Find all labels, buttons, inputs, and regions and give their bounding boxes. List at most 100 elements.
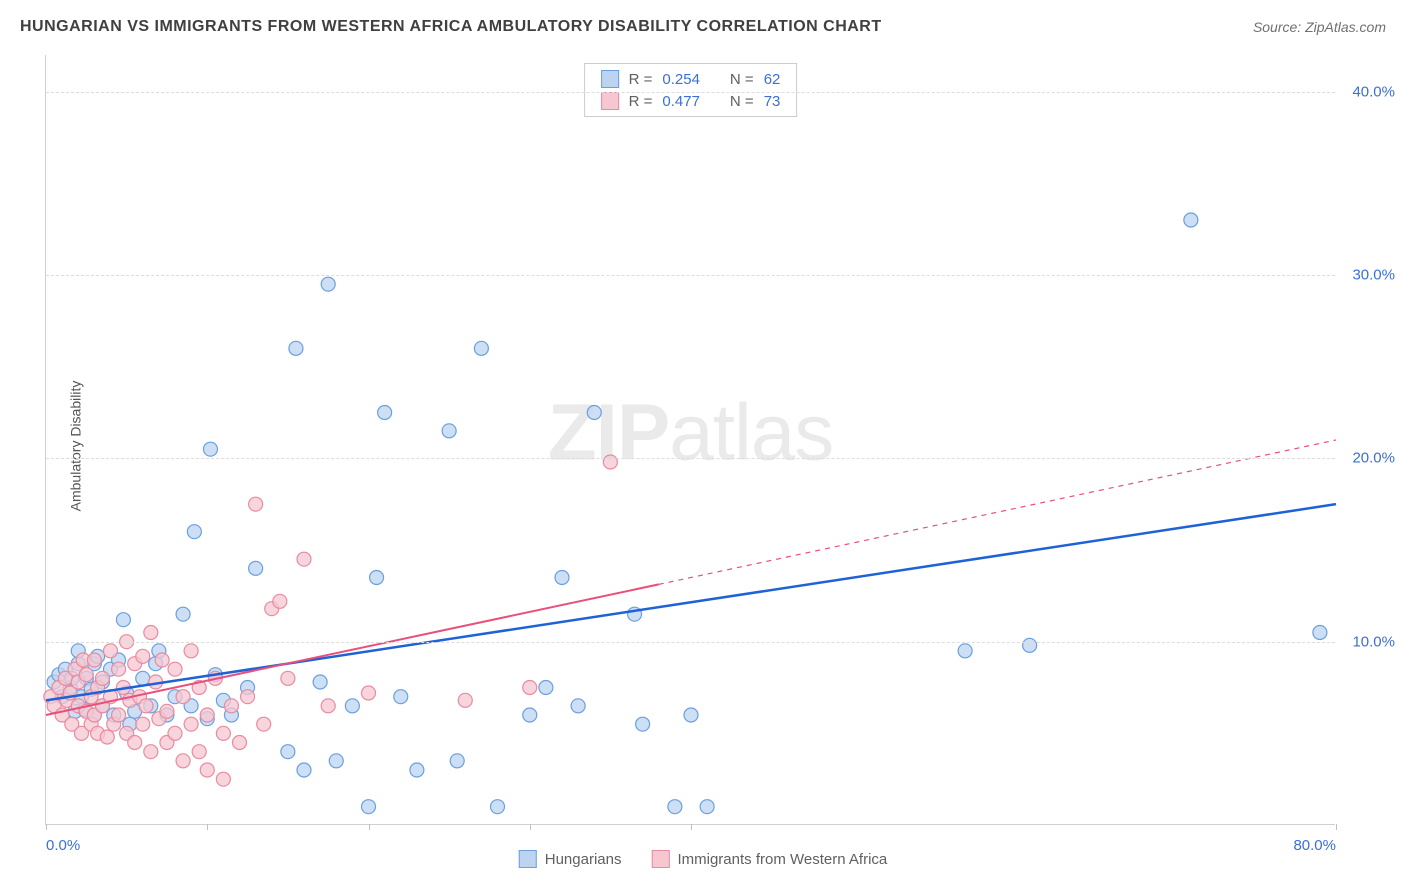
scatter-point [523, 708, 537, 722]
r-value: 0.477 [662, 93, 700, 110]
scatter-point [187, 525, 201, 539]
scatter-point [958, 644, 972, 658]
scatter-point [249, 497, 263, 511]
scatter-point [144, 626, 158, 640]
y-tick-label: 30.0% [1340, 267, 1395, 284]
scatter-point [273, 594, 287, 608]
scatter-point [539, 681, 553, 695]
scatter-point [216, 772, 230, 786]
scatter-point [297, 763, 311, 777]
scatter-point [281, 745, 295, 759]
scatter-point [281, 671, 295, 685]
scatter-point [136, 717, 150, 731]
scatter-point [362, 800, 376, 814]
scatter-point [345, 699, 359, 713]
scatter-point [329, 754, 343, 768]
x-tick [46, 824, 47, 830]
scatter-point [523, 681, 537, 695]
scatter-point [474, 341, 488, 355]
n-label: N = [730, 93, 754, 110]
y-tick-label: 10.0% [1340, 633, 1395, 650]
scatter-point [224, 699, 238, 713]
legend-swatch [519, 850, 537, 868]
scatter-point [362, 686, 376, 700]
stats-legend-row: R =0.477N =73 [585, 90, 797, 112]
y-tick-label: 20.0% [1340, 450, 1395, 467]
x-tick [369, 824, 370, 830]
plot-wrapper: Ambulatory Disability ZIPatlas R =0.254N… [45, 55, 1376, 837]
scatter-point [200, 708, 214, 722]
scatter-point [321, 277, 335, 291]
header-row: HUNGARIAN VS IMMIGRANTS FROM WESTERN AFR… [20, 18, 1386, 36]
scatter-point [458, 693, 472, 707]
scatter-point [139, 699, 153, 713]
gridline [46, 642, 1335, 643]
scatter-point [184, 717, 198, 731]
scatter-point [176, 690, 190, 704]
gridline [46, 458, 1335, 459]
trend-line [46, 504, 1336, 700]
y-tick-label: 40.0% [1340, 83, 1395, 100]
x-tick [530, 824, 531, 830]
scatter-point [241, 690, 255, 704]
x-tick [1336, 824, 1337, 830]
scatter-point [587, 406, 601, 420]
r-label: R = [629, 71, 653, 88]
chart-title: HUNGARIAN VS IMMIGRANTS FROM WESTERN AFR… [20, 18, 882, 36]
scatter-point [249, 561, 263, 575]
scatter-point [313, 675, 327, 689]
scatter-point [136, 671, 150, 685]
scatter-point [176, 754, 190, 768]
n-value: 73 [764, 93, 781, 110]
scatter-point [112, 708, 126, 722]
chart-svg-layer [46, 55, 1335, 824]
n-label: N = [730, 71, 754, 88]
scatter-point [1023, 638, 1037, 652]
scatter-point [100, 730, 114, 744]
scatter-point [1313, 626, 1327, 640]
scatter-point [555, 571, 569, 585]
scatter-point [87, 653, 101, 667]
scatter-point [203, 442, 217, 456]
scatter-point [95, 671, 109, 685]
scatter-point [636, 717, 650, 731]
x-tick [691, 824, 692, 830]
scatter-point [168, 662, 182, 676]
scatter-plot: ZIPatlas R =0.254N =62R =0.477N =73 10.0… [45, 55, 1335, 825]
scatter-point [128, 736, 142, 750]
scatter-point [257, 717, 271, 731]
scatter-point [136, 649, 150, 663]
scatter-point [668, 800, 682, 814]
x-tick-label: 80.0% [1293, 837, 1336, 854]
scatter-point [700, 800, 714, 814]
x-tick-label: 0.0% [46, 837, 80, 854]
scatter-point [410, 763, 424, 777]
scatter-point [491, 800, 505, 814]
scatter-point [370, 571, 384, 585]
scatter-point [1184, 213, 1198, 227]
bottom-legend: HungariansImmigrants from Western Africa [519, 850, 888, 868]
legend-swatch [601, 92, 619, 110]
scatter-point [192, 745, 206, 759]
n-value: 62 [764, 71, 781, 88]
scatter-point [684, 708, 698, 722]
stats-legend: R =0.254N =62R =0.477N =73 [584, 63, 798, 117]
scatter-point [155, 653, 169, 667]
scatter-point [394, 690, 408, 704]
scatter-point [571, 699, 585, 713]
legend-swatch [651, 850, 669, 868]
r-value: 0.254 [662, 71, 700, 88]
scatter-point [603, 455, 617, 469]
gridline [46, 275, 1335, 276]
scatter-point [144, 745, 158, 759]
scatter-point [168, 726, 182, 740]
scatter-point [216, 726, 230, 740]
scatter-point [297, 552, 311, 566]
legend-label: Immigrants from Western Africa [677, 851, 887, 868]
scatter-point [184, 644, 198, 658]
trend-line-dashed [659, 440, 1336, 584]
legend-swatch [601, 70, 619, 88]
x-tick [207, 824, 208, 830]
scatter-point [200, 763, 214, 777]
source-attribution: Source: ZipAtlas.com [1253, 19, 1386, 35]
